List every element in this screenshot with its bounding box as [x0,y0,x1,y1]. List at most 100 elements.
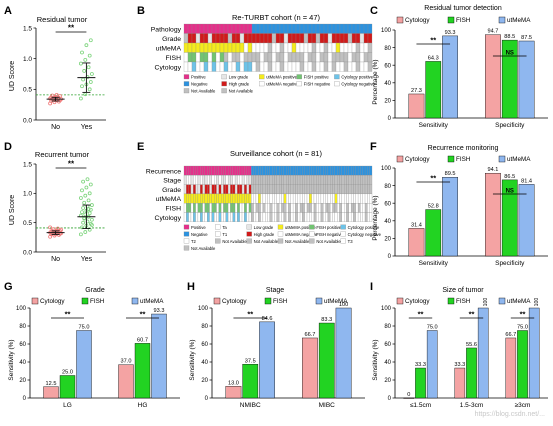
heatmap-cell [348,175,352,185]
heatmap-cell [295,52,301,63]
heatmap-cell [347,33,353,44]
y-tick-label: 0 [388,116,392,122]
heatmap-cell [199,61,205,72]
y-tick-label: 80 [384,46,391,52]
heatmap-cell [353,212,356,222]
heatmap-cell [188,193,192,204]
heatmap-cell [187,52,193,63]
heatmap-cell [237,212,240,222]
panel-letter-a: A [4,5,12,17]
heatmap-cell [235,33,241,44]
heatmap-cell [355,203,359,213]
heatmap-cell [295,184,298,195]
heatmap-cell [357,175,361,185]
watermark: https://blog.csdn.net/... [475,411,545,418]
heatmap-cell [197,193,201,204]
y-tick-label: 40 [384,81,391,87]
heatmap-cell [243,52,249,63]
heatmap-cell [195,61,201,72]
heatmap-cell [234,203,238,213]
heatmap-cell [339,175,342,185]
legend-label: utMeMA [140,298,164,305]
heatmap-cell [218,212,222,222]
heatmap-cell [327,23,333,34]
heatmap-cell [258,203,261,213]
heatmap-cell [267,23,273,34]
heatmap-cell [183,184,187,195]
x-tick-label: Sensitivity [419,122,449,129]
heatmap-cell [195,33,201,44]
heatmap-cell [369,165,373,176]
heatmap-cell [334,175,338,185]
heatmap-cell [215,52,221,63]
heatmap-cell [202,184,206,195]
heatmap-cell [225,203,229,213]
panel-g-title: Grade [85,287,105,294]
heatmap-cell [359,52,365,63]
bar-utmema [335,307,352,399]
heatmap-cell [260,203,264,213]
heatmap-cell [279,193,282,204]
heatmap-cell [247,61,253,72]
bar-utmema [442,177,458,257]
legend-label: Not Available [222,239,247,244]
heatmap-cell [344,165,347,176]
heatmap-cell [313,203,317,213]
heatmap-cell [227,165,231,176]
heatmap-cell [367,193,370,204]
heatmap-cell [334,184,338,195]
heatmap-cell [190,193,194,204]
heatmap-cell [350,193,354,204]
heatmap-cell [274,165,277,176]
heatmap-cell [239,175,243,185]
heatmap-cell [351,42,357,53]
heatmap-cell [251,203,254,213]
heatmap-cell [271,52,277,63]
row-label: Cytology [155,215,182,222]
panel-g-ylabel: Sensitivity (%) [8,339,15,380]
heatmap-cell [219,61,225,72]
heatmap-cell [357,212,361,222]
heatmap-cell [272,203,275,213]
data-point [79,232,83,237]
significance-label: ** [68,24,75,33]
heatmap-cell [367,61,373,72]
heatmap-cell [297,193,301,204]
y-tick-label: 80 [19,324,26,330]
heatmap-cell [327,52,333,63]
heatmap-cell [283,184,287,195]
heatmap-cell [255,61,261,72]
panel-a-ylabel: UD Score [9,61,16,91]
heatmap-cell [269,165,273,176]
heatmap-cell [253,193,257,204]
bar-utmema [528,307,540,399]
heatmap-cell [231,52,237,63]
heatmap-cell [344,212,347,222]
heatmap-cell [191,42,197,53]
panel-letter-f: F [370,141,377,153]
heatmap-cell [299,175,303,185]
heatmap-cell [323,165,326,176]
heatmap-cell [272,212,275,222]
heatmap-cell [355,33,361,44]
heatmap-cell [360,175,363,185]
heatmap-cell [344,193,347,204]
heatmap-cell [223,52,229,63]
heatmap-cell [231,61,237,72]
data-label: 87.5 [521,35,532,41]
data-label: 55.6 [466,342,477,348]
heatmap-cell [367,33,373,44]
data-label: 88.5 [504,34,515,40]
legend-swatch [221,88,227,94]
legend-label: utMeMA positive [266,75,297,80]
heatmap-cell [325,184,329,195]
heatmap-cell [227,212,231,222]
heatmap-cell [203,61,209,72]
heatmap-cell [225,165,229,176]
heatmap-cell [319,42,325,53]
data-point [80,84,84,89]
heatmap-cell [351,23,357,34]
heatmap-cell [279,61,285,72]
heatmap-cell [302,184,305,195]
y-tick-label: 1.5 [23,161,32,168]
